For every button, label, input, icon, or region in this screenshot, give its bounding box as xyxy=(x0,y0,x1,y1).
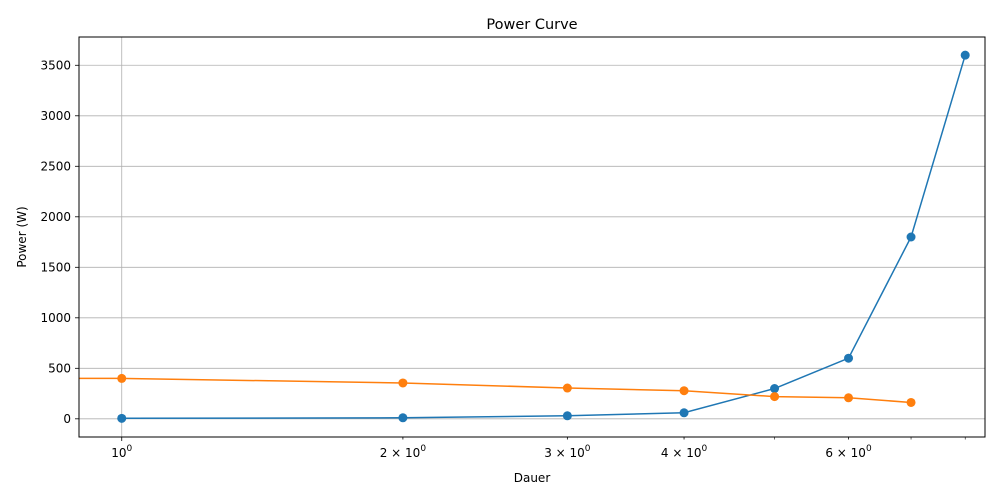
x-tick-label: 6 × 100 xyxy=(825,444,872,460)
series-1-line xyxy=(121,54,966,420)
y-tick-label: 2000 xyxy=(40,210,71,224)
series-1-point xyxy=(844,353,854,363)
x-tick-label: 3 × 100 xyxy=(544,444,591,460)
y-tick-label: 1000 xyxy=(40,311,71,325)
y-tick-label: 1500 xyxy=(40,260,71,274)
series-layer xyxy=(79,50,970,423)
y-tick-label: 0 xyxy=(63,412,71,426)
x-axis-label: Dauer xyxy=(514,471,551,485)
series-1-point xyxy=(398,413,408,423)
series-1-point xyxy=(906,232,916,242)
plot-frame xyxy=(78,36,986,438)
x-tick-label: 2 × 100 xyxy=(380,444,427,460)
series-1-point xyxy=(960,50,970,60)
x-tick-label: 100 xyxy=(111,444,132,460)
y-tick-label: 3000 xyxy=(40,109,71,123)
series-1-point xyxy=(770,384,780,394)
series-1-point xyxy=(562,411,572,421)
series-2-point xyxy=(770,392,780,402)
series-2-point xyxy=(906,397,916,407)
series-2-point xyxy=(398,378,408,388)
series-1 xyxy=(117,50,970,423)
series-2-point xyxy=(679,386,689,396)
series-1-point xyxy=(117,413,127,423)
y-tick-label: 3500 xyxy=(40,58,71,72)
series-2-point xyxy=(562,383,572,393)
series-2-point xyxy=(117,373,127,383)
series-1-point xyxy=(679,408,689,418)
series-2 xyxy=(79,373,916,407)
series-2-point xyxy=(844,393,854,403)
chart-title: Power Curve xyxy=(486,17,577,33)
series-2-line xyxy=(79,377,912,404)
axis-ticks: 0 500 1000 1500 2000 2500 3000 3500 100 2 × 100 3 … xyxy=(40,58,966,460)
x-tick-label: 4 × 100 xyxy=(661,444,708,460)
grid-lines xyxy=(79,37,985,437)
y-tick-label: 2500 xyxy=(40,159,71,173)
y-tick-label: 500 xyxy=(48,361,71,375)
y-axis-label: Power (W) xyxy=(15,206,29,267)
